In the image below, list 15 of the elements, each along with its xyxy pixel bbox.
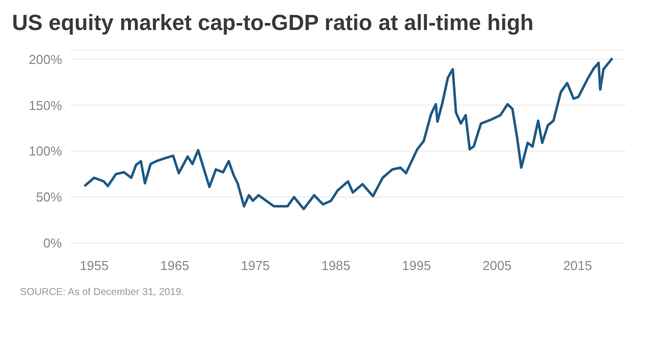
x-tick-label: 1995 [402, 258, 431, 274]
y-tick-label: 200% [28, 52, 62, 67]
y-tick-label: 100% [28, 144, 62, 159]
x-tick-label: 2005 [482, 258, 512, 274]
source-note: SOURCE: As of December 31, 2019. [19, 286, 185, 298]
y-tick-label: 150% [28, 98, 62, 113]
x-tick-label: 1965 [160, 258, 190, 274]
line-series [83, 57, 614, 210]
x-tick-label: 1955 [80, 258, 109, 274]
y-tick-label: 50% [36, 190, 62, 205]
x-tick-label: 1975 [240, 258, 270, 274]
y-tick-label: 0% [43, 236, 62, 251]
chart-title: US equity market cap-to-GDP ratio at all-time high [11, 9, 535, 37]
x-tick-label: 2015 [563, 258, 592, 274]
x-tick-label: 1985 [321, 258, 350, 274]
